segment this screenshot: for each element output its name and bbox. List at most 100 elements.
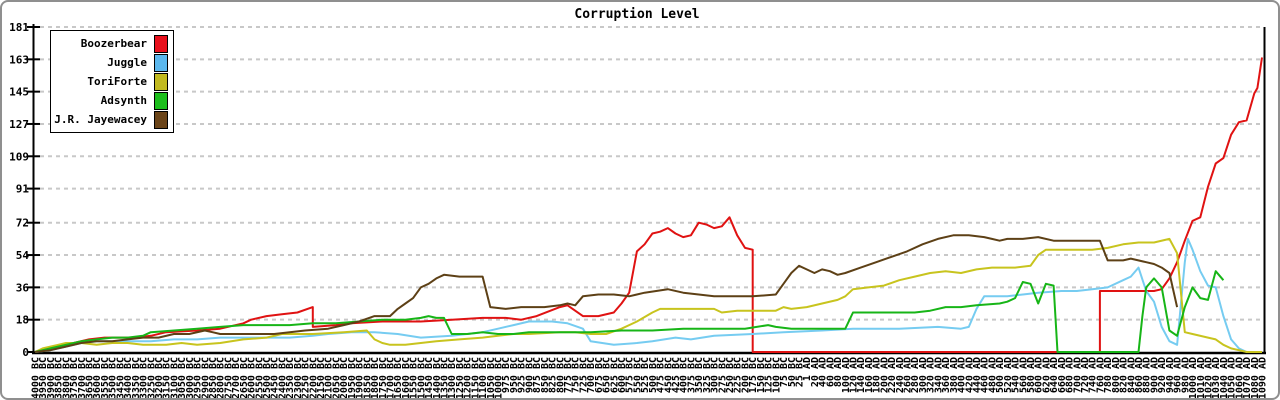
x-tick-label: 350 BC [694,357,705,393]
x-tick-label: 150 BC [756,357,767,393]
x-tick-label: 2900 BC [200,357,211,399]
x-tick-label: 1400 BC [432,357,443,399]
x-tick-label: 320 AD [926,357,937,393]
x-tick-label: 1450 BC [424,357,435,399]
x-tick-label: 375 BC [686,357,697,393]
x-tick-label: 160 AD [864,357,875,393]
x-tick-label: 660 AD [1057,357,1068,393]
x-tick-label: 960 AD [1173,357,1184,393]
y-tick-label-109: 109 [9,150,29,163]
x-tick-label: 1020 AD [1203,357,1214,399]
x-tick-label: 780 AD [1103,357,1114,393]
x-tick-label: 2700 BC [231,357,242,399]
x-tick-label: 940 AD [1165,357,1176,393]
x-tick-label: 3800 BC [61,357,72,399]
x-tick-label: 2650 BC [239,357,250,399]
legend-item-adsynth: Adsynth [56,91,168,110]
y-tick-label-91: 91 [16,183,30,196]
x-tick-label: 1550 BC [409,357,420,399]
x-tick-label: 740 AD [1088,357,1099,393]
x-tick-label: 1000 BC [494,357,505,399]
x-tick-label: 2350 BC [285,357,296,399]
y-tick-label-145: 145 [9,86,29,99]
x-tick-label: 450 BC [663,357,674,393]
x-tick-label: 220 AD [887,357,898,393]
x-tick-label: 420 AD [964,357,975,393]
x-tick-label: 775 BC [563,357,574,393]
x-tick-label: 2050 BC [331,357,342,399]
x-tick-label: 1300 BC [447,357,458,399]
x-tick-label: 25 BC [794,357,805,387]
x-tick-label: 1100 BC [478,357,489,399]
x-tick-label: 40 AD [818,357,829,387]
x-tick-label: 3350 BC [131,357,142,399]
x-tick-label: 275 BC [717,357,728,393]
x-tick-label: 625 BC [609,357,620,393]
x-tick-label: 1950 BC [347,357,358,399]
x-tick-label: 925 BC [517,357,528,393]
series-line-j-r-jayewacey [34,234,1179,353]
x-tick-label: 640 AD [1049,357,1060,393]
x-tick-label: 3150 BC [162,357,173,399]
x-tick-label: 2150 BC [316,357,327,399]
x-tick-label: 2200 BC [308,357,319,399]
x-tick-label: 1700 BC [385,357,396,399]
x-tick-label: 700 BC [586,357,597,393]
x-tick-label: 3100 BC [169,357,180,399]
legend-item-label: ToriForte [87,75,147,88]
x-tick-label: 580 AD [1026,357,1037,393]
y-axis-labels: 0 18 36 54 72 91 109 127 145 163 181 [9,21,29,359]
x-tick-label: 75 BC [779,357,790,387]
x-tick-label: 2300 BC [293,357,304,399]
x-tick-label: 60 AD [825,357,836,387]
legend-item-label: J.R. Jayewacey [54,113,147,126]
chart-title: Corruption Level [574,7,699,22]
x-tick-label: 520 AD [1003,357,1014,393]
x-tick-label: 3700 BC [77,357,88,399]
x-tick-label: 500 AD [995,357,1006,393]
x-tick-label: 1030 AD [1211,357,1222,399]
x-tick-label: 80 AD [833,357,844,387]
x-tick-label: 880 AD [1142,357,1153,393]
x-tick-label: 1060 AD [1234,357,1245,399]
x-tick-label: 2750 BC [223,357,234,399]
legend-item-j-r-jayewacey: J.R. Jayewacey [54,110,168,129]
x-tick-label: 425 BC [671,357,682,393]
x-tick-label: 440 AD [972,357,983,393]
x-tick-label: 3300 BC [139,357,150,399]
legend-item-label: Juggle [107,56,147,69]
x-tick-label: 675 BC [594,357,605,393]
legend-swatch-adsynth [154,91,168,110]
x-tick-label: 860 AD [1134,357,1145,393]
y-tick-label-163: 163 [9,53,29,66]
x-tick-label: 400 AD [957,357,968,393]
x-tick-label: 280 AD [910,357,921,393]
series-line-adsynth [34,270,1225,353]
x-tick-label: 300 AD [918,357,929,393]
x-tick-label: 1040 AD [1219,357,1230,399]
y-tick-label-0: 0 [22,346,29,359]
legend-swatch-toriforte [154,72,168,91]
x-tick-label: 680 AD [1065,357,1076,393]
legend-item-label: Boozerbear [80,37,147,50]
x-tick-label: 1070 AD [1242,357,1253,399]
x-tick-label: 1050 BC [486,357,497,399]
x-tick-label: 1500 BC [416,357,427,399]
x-tick-label: 2550 BC [254,357,265,399]
x-tick-label: 2250 BC [301,357,312,399]
x-tick-label: 2400 BC [277,357,288,399]
x-tick-label: 760 AD [1095,357,1106,393]
x-tick-label: 3750 BC [69,357,80,399]
x-tick-label: 2950 BC [193,357,204,399]
x-tick-label: 3650 BC [85,357,96,399]
x-tick-label: 1 AD [802,357,813,381]
x-tick-label: 1750 BC [378,357,389,399]
x-tick-label: 750 BC [571,357,582,393]
x-tick-label: 2600 BC [247,357,258,399]
x-tick-label: 3500 BC [108,357,119,399]
x-tick-label: 3850 BC [54,357,65,399]
x-tick-label: 3900 BC [46,357,57,399]
x-tick-label: 800 BC [555,357,566,393]
x-tick-label: 840 AD [1126,357,1137,393]
